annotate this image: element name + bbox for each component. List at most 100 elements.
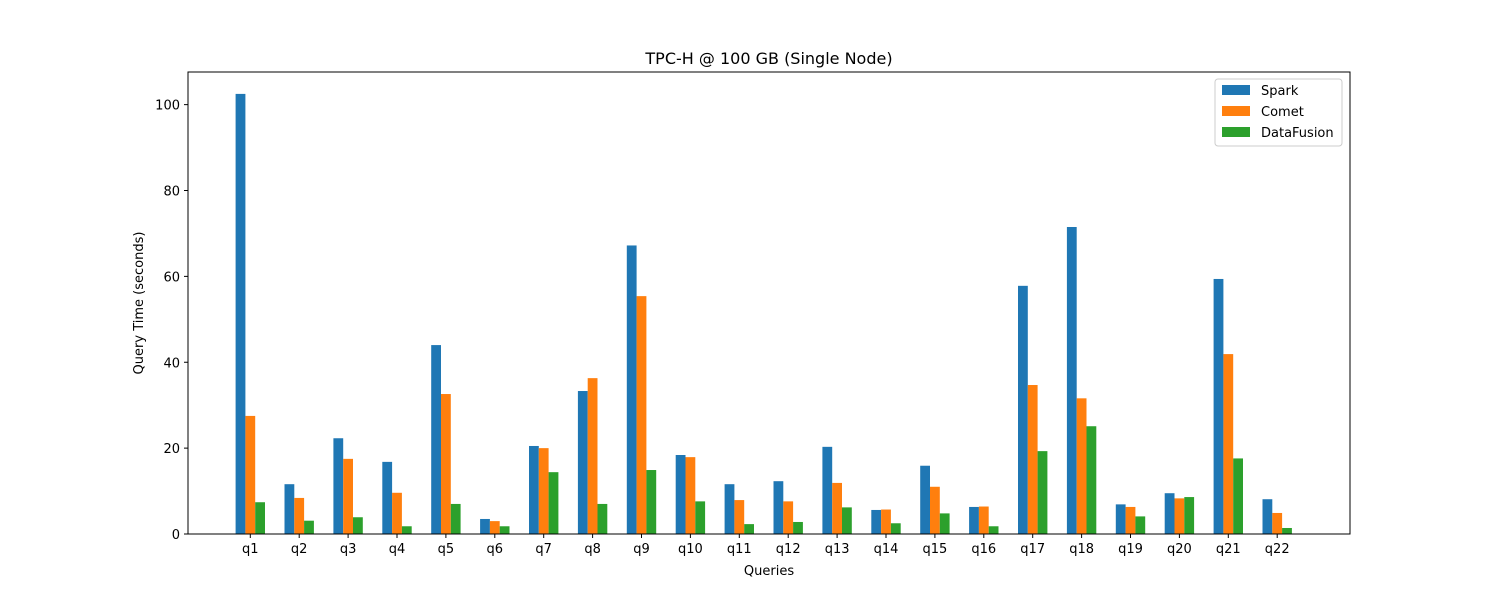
- x-tick-label-q1: q1: [242, 542, 259, 557]
- chart-title: TPC-H @ 100 GB (Single Node): [644, 49, 892, 68]
- bar-spark-q7: [529, 445, 539, 534]
- x-tick-label-q14: q14: [874, 542, 899, 557]
- bar-comet-q22: [1272, 512, 1283, 534]
- x-tick-label-q18: q18: [1069, 542, 1094, 557]
- legend-label-datafusion: DataFusion: [1261, 126, 1334, 141]
- legend-swatch-comet: [1222, 106, 1250, 116]
- bar-datafusion-q12: [793, 521, 803, 534]
- x-tick-label-q22: q22: [1265, 542, 1290, 557]
- bar-spark-q5: [431, 345, 441, 534]
- bar-comet-q2: [294, 497, 305, 534]
- bar-datafusion-q7: [548, 472, 559, 534]
- bar-datafusion-q1: [255, 502, 265, 534]
- bar-datafusion-q3: [353, 517, 363, 534]
- plot-area-frame: [187, 71, 1351, 535]
- bar-datafusion-q8: [597, 503, 608, 534]
- bar-comet-q1: [245, 415, 256, 534]
- bar-spark-q13: [822, 446, 833, 534]
- x-tick-label-q21: q21: [1216, 542, 1241, 557]
- x-axis-label: Queries: [744, 564, 794, 579]
- bar-datafusion-q6: [499, 526, 510, 534]
- y-tick-label: 40: [163, 356, 180, 371]
- bars-group: [235, 93, 1292, 535]
- bar-datafusion-q13: [842, 507, 852, 534]
- legend-label-spark: Spark: [1261, 84, 1299, 99]
- bar-spark-q1: [235, 93, 246, 535]
- bar-datafusion-q9: [646, 470, 657, 534]
- y-tick-label: 100: [155, 99, 180, 114]
- x-tick-label-q9: q9: [633, 542, 650, 557]
- x-tick-label-q5: q5: [438, 542, 455, 557]
- y-tick-label: 20: [163, 442, 180, 457]
- legend: Spark Comet DataFusion: [1214, 78, 1343, 147]
- bar-datafusion-q15: [939, 513, 950, 534]
- bar-spark-q2: [284, 484, 295, 534]
- bar-spark-q4: [382, 461, 393, 534]
- x-tick-label-q10: q10: [678, 542, 703, 557]
- bar-spark-q12: [773, 481, 784, 534]
- x-tick-label-q2: q2: [291, 542, 308, 557]
- bar-comet-q20: [1174, 498, 1185, 534]
- bar-comet-q13: [832, 482, 842, 534]
- x-tick-label-q4: q4: [389, 542, 406, 557]
- x-tick-label-q11: q11: [727, 542, 752, 557]
- x-tick-label-q15: q15: [923, 542, 948, 557]
- y-tick-label: 60: [163, 270, 180, 285]
- bar-datafusion-q21: [1233, 458, 1243, 534]
- bar-spark-q15: [920, 465, 930, 534]
- bar-datafusion-q20: [1184, 497, 1195, 534]
- bar-comet-q19: [1125, 506, 1136, 534]
- bar-spark-q11: [724, 484, 735, 534]
- bar-comet-q11: [734, 500, 745, 534]
- x-tick-label-q16: q16: [971, 542, 996, 557]
- bar-datafusion-q17: [1037, 451, 1048, 534]
- legend-swatch-datafusion: [1222, 127, 1250, 137]
- bar-spark-q10: [675, 455, 686, 534]
- bar-comet-q14: [881, 509, 891, 534]
- x-tick-label-q3: q3: [340, 542, 357, 557]
- bar-datafusion-q2: [304, 520, 314, 534]
- bar-comet-q15: [930, 486, 940, 534]
- bar-datafusion-q11: [744, 524, 754, 534]
- bar-comet-q21: [1223, 354, 1234, 534]
- bar-datafusion-q14: [890, 523, 901, 534]
- legend-swatch-spark: [1222, 85, 1250, 95]
- y-tick-label: 0: [172, 528, 180, 543]
- bar-datafusion-q10: [695, 501, 706, 534]
- x-tick-label-q17: q17: [1020, 542, 1045, 557]
- bar-comet-q8: [587, 378, 598, 534]
- bar-comet-q16: [978, 506, 989, 534]
- y-axis-label: Query Time (seconds): [132, 232, 147, 375]
- bar-datafusion-q4: [401, 526, 412, 534]
- bar-spark-q20: [1164, 493, 1175, 534]
- x-tick-label-q12: q12: [776, 542, 801, 557]
- bar-datafusion-q22: [1282, 527, 1292, 534]
- legend-label-comet: Comet: [1261, 105, 1304, 120]
- bar-spark-q19: [1115, 504, 1126, 534]
- x-tick-label-q8: q8: [584, 542, 601, 557]
- bar-spark-q17: [1018, 285, 1028, 534]
- x-tick-label-q13: q13: [825, 542, 850, 557]
- bar-comet-q17: [1027, 385, 1038, 534]
- bar-comet-q9: [636, 296, 647, 534]
- bar-spark-q14: [871, 509, 882, 534]
- bar-datafusion-q5: [450, 503, 461, 534]
- bar-comet-q7: [538, 448, 549, 534]
- bar-datafusion-q18: [1086, 426, 1097, 534]
- bar-spark-q6: [480, 518, 490, 534]
- bar-spark-q8: [577, 391, 588, 534]
- x-tick-label-q7: q7: [535, 542, 552, 557]
- bar-datafusion-q16: [988, 526, 999, 534]
- y-axis: 0 20 40 60 80 100: [155, 99, 188, 543]
- x-axis: q1 q2 q3 q4 q5 q6 q7 q8 q9 q10 q11 q12 q13 q14 q15 q16 q…: [242, 534, 1290, 557]
- bar-spark-q22: [1262, 499, 1273, 534]
- bar-comet-q10: [685, 457, 696, 534]
- bar-spark-q9: [626, 245, 637, 534]
- bar-comet-q12: [783, 501, 794, 534]
- x-tick-label-q19: q19: [1118, 542, 1143, 557]
- bar-comet-q6: [489, 521, 500, 534]
- bar-spark-q16: [969, 506, 979, 534]
- x-tick-label-q20: q20: [1167, 542, 1192, 557]
- bar-spark-q21: [1213, 278, 1224, 534]
